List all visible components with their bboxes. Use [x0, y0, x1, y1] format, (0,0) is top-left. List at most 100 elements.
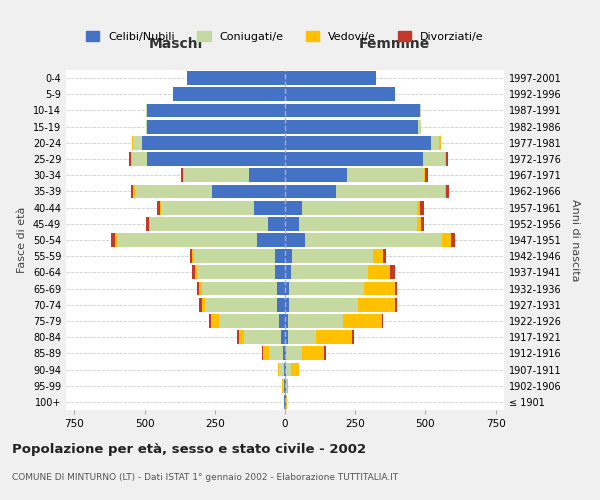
Bar	[290, 266, 368, 280]
Bar	[286, 379, 287, 392]
Bar	[116, 233, 257, 247]
Bar	[285, 217, 299, 230]
Bar	[289, 282, 364, 296]
Bar	[368, 266, 390, 280]
Bar	[280, 314, 285, 328]
Bar	[278, 362, 280, 376]
Bar	[129, 152, 131, 166]
Bar	[451, 233, 455, 247]
Bar	[288, 330, 316, 344]
Bar	[422, 152, 445, 166]
Bar	[420, 200, 424, 214]
Bar	[439, 136, 441, 149]
Bar	[157, 200, 160, 214]
Bar	[285, 88, 395, 101]
Bar	[285, 298, 289, 312]
Bar	[254, 200, 285, 214]
Bar	[182, 168, 184, 182]
Bar	[335, 184, 445, 198]
Bar	[382, 314, 383, 328]
Bar	[131, 184, 133, 198]
Bar	[445, 184, 446, 198]
Bar	[269, 346, 283, 360]
Bar	[190, 250, 193, 263]
Legend: Celibi/Nubili, Coniugati/e, Vedovi/e, Divorziati/e: Celibi/Nubili, Coniugati/e, Vedovi/e, Di…	[86, 32, 484, 42]
Bar	[285, 233, 305, 247]
Bar	[285, 362, 286, 376]
Bar	[285, 120, 418, 134]
Bar	[373, 250, 383, 263]
Bar	[285, 136, 431, 149]
Bar	[268, 217, 285, 230]
Bar	[395, 298, 397, 312]
Bar	[285, 346, 286, 360]
Bar	[421, 217, 424, 230]
Bar	[420, 104, 421, 118]
Bar	[446, 184, 449, 198]
Bar	[135, 184, 212, 198]
Bar	[148, 120, 285, 134]
Bar	[358, 298, 395, 312]
Bar	[286, 346, 302, 360]
Bar	[277, 298, 285, 312]
Bar	[431, 136, 439, 149]
Bar	[352, 330, 354, 344]
Bar	[131, 152, 132, 166]
Bar	[275, 266, 285, 280]
Bar	[280, 362, 284, 376]
Bar	[150, 217, 268, 230]
Bar	[197, 282, 199, 296]
Bar	[302, 346, 325, 360]
Bar	[202, 298, 205, 312]
Bar	[149, 217, 150, 230]
Bar	[445, 152, 446, 166]
Bar	[239, 330, 244, 344]
Text: COMUNE DI MINTURNO (LT) - Dati ISTAT 1° gennaio 2002 - Elaborazione TUTTITALIA.I: COMUNE DI MINTURNO (LT) - Dati ISTAT 1° …	[12, 472, 398, 482]
Bar	[205, 298, 277, 312]
Bar	[193, 250, 194, 263]
Bar	[289, 298, 358, 312]
Bar	[199, 298, 202, 312]
Bar	[199, 282, 202, 296]
Bar	[285, 266, 290, 280]
Bar	[257, 233, 285, 247]
Bar	[283, 346, 285, 360]
Bar	[347, 168, 424, 182]
Bar	[132, 136, 133, 149]
Bar	[146, 104, 148, 118]
Text: Popolazione per età, sesso e stato civile - 2002: Popolazione per età, sesso e stato civil…	[12, 442, 366, 456]
Bar	[288, 314, 343, 328]
Bar	[285, 282, 289, 296]
Bar	[173, 88, 285, 101]
Bar	[146, 120, 148, 134]
Bar	[290, 362, 299, 376]
Bar	[187, 71, 285, 85]
Bar	[299, 217, 417, 230]
Bar	[285, 184, 335, 198]
Bar	[395, 282, 397, 296]
Bar	[418, 120, 421, 134]
Bar	[287, 379, 289, 392]
Bar	[263, 346, 269, 360]
Bar	[305, 233, 442, 247]
Bar	[285, 152, 422, 166]
Bar	[202, 282, 277, 296]
Bar	[160, 200, 161, 214]
Bar	[446, 152, 448, 166]
Bar	[383, 250, 386, 263]
Bar	[184, 168, 248, 182]
Text: Femmine: Femmine	[359, 38, 430, 52]
Bar	[194, 250, 275, 263]
Bar	[209, 314, 211, 328]
Bar	[285, 330, 288, 344]
Bar	[424, 168, 425, 182]
Bar	[442, 233, 451, 247]
Bar	[193, 266, 195, 280]
Bar	[283, 379, 284, 392]
Bar	[281, 330, 285, 344]
Bar	[219, 314, 280, 328]
Bar	[292, 250, 373, 263]
Bar	[285, 168, 347, 182]
Bar	[364, 282, 395, 296]
Bar	[142, 136, 285, 149]
